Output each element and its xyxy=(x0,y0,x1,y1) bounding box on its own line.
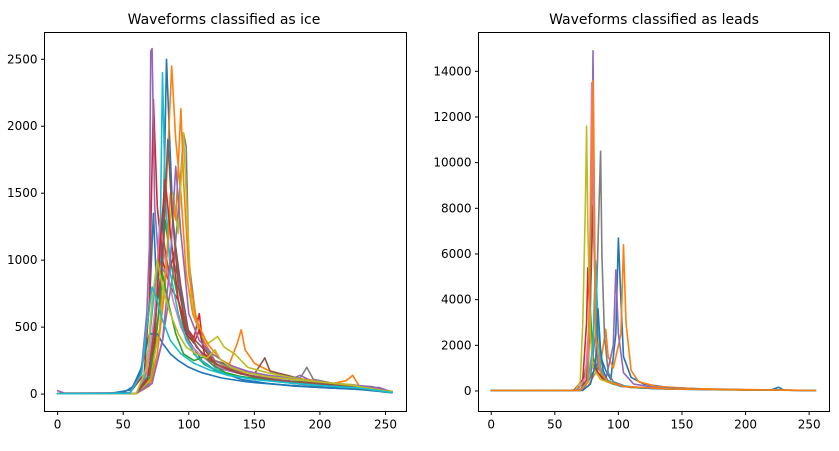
ice-waveform-line-9 xyxy=(56,132,393,395)
ice-x-tick-label: 100 xyxy=(177,418,200,432)
leads-x-tick-label: 150 xyxy=(671,418,694,432)
ice-waveform-line-15 xyxy=(56,165,393,395)
ice-waveform-line-2 xyxy=(56,65,393,395)
ice-plot-title: Waveforms classified as ice xyxy=(128,12,321,28)
leads-waveform-line-10 xyxy=(490,260,817,392)
ice-x-tick-label: 250 xyxy=(374,418,397,432)
leads-y-tick-label: 8000 xyxy=(441,201,472,215)
leads-x-tick-label: 100 xyxy=(607,418,630,432)
leads-y-tick-label: 0 xyxy=(464,384,472,398)
leads-waveform-line-3 xyxy=(490,310,817,392)
ice-x-tick-label: 0 xyxy=(54,418,62,432)
ice-waveform-line-5 xyxy=(56,47,393,394)
ice-waveform-line-12 xyxy=(56,108,393,395)
leads-waveform-line-6 xyxy=(490,205,817,392)
ice-waveform-line-17 xyxy=(56,259,393,395)
ice-waveform-line-16 xyxy=(56,138,393,395)
leads-waveform-line-4 xyxy=(490,266,817,392)
ice-x-tick-label: 50 xyxy=(116,418,131,432)
ice-y-tick-label: 2000 xyxy=(7,119,38,133)
leads-x-tick-label: 250 xyxy=(798,418,821,432)
ice-waveform-line-10 xyxy=(56,71,393,395)
leads-y-tick-label: 14000 xyxy=(433,64,471,78)
leads-waveform-line-11 xyxy=(490,308,817,392)
leads-y-tick-label: 4000 xyxy=(441,293,472,307)
ice-waveform-plot: Waveforms classified as ice 050010001500… xyxy=(7,12,407,432)
leads-x-tick-label: 200 xyxy=(734,418,757,432)
leads-y-tick-label: 6000 xyxy=(441,247,472,261)
leads-waveform-plot: Waveforms classified as leads 0200040006… xyxy=(433,12,830,432)
ice-waveform-line-13 xyxy=(56,272,393,395)
leads-y-tick-label: 12000 xyxy=(433,110,471,124)
leads-plot-title: Waveforms classified as leads xyxy=(549,12,759,28)
leads-y-axis: 0 2000 4000 6000 8000 10000 12000 14000 xyxy=(433,64,479,398)
ice-waveform-line-8 xyxy=(56,132,393,395)
ice-waveform-line-4 xyxy=(56,98,393,395)
leads-waveform-line-7 xyxy=(490,81,817,392)
leads-waveform-line-8 xyxy=(490,150,817,392)
leads-waveform-line-12 xyxy=(490,79,817,392)
leads-plot-frame xyxy=(478,32,830,412)
leads-series-layer xyxy=(490,50,817,392)
ice-y-tick-label: 1500 xyxy=(7,186,38,200)
ice-plot-frame xyxy=(44,32,407,412)
ice-waveform-line-18 xyxy=(56,286,393,395)
leads-x-tick-label: 0 xyxy=(487,418,495,432)
ice-x-tick-label: 150 xyxy=(243,418,266,432)
leads-waveform-line-9 xyxy=(490,125,817,392)
ice-waveform-line-1 xyxy=(56,58,393,395)
ice-waveform-line-11 xyxy=(56,333,393,395)
ice-series-layer xyxy=(56,47,393,395)
ice-y-tick-label: 0 xyxy=(30,387,38,401)
leads-y-tick-label: 10000 xyxy=(433,156,471,170)
ice-y-tick-label: 2500 xyxy=(7,52,38,66)
leads-y-tick-label: 2000 xyxy=(441,338,472,352)
leads-waveform-line-2 xyxy=(490,244,817,392)
leads-x-axis: 0 50 100 150 200 250 xyxy=(487,411,821,432)
ice-y-axis: 0 500 1000 1500 2000 2500 xyxy=(7,52,45,401)
leads-waveform-line-5 xyxy=(490,50,817,392)
leads-waveform-line-1 xyxy=(490,237,817,392)
leads-x-tick-label: 50 xyxy=(547,418,562,432)
ice-y-tick-label: 500 xyxy=(15,320,38,334)
ice-x-axis: 0 50 100 150 200 250 xyxy=(54,411,397,432)
ice-y-tick-label: 1000 xyxy=(7,253,38,267)
ice-x-tick-label: 200 xyxy=(308,418,331,432)
